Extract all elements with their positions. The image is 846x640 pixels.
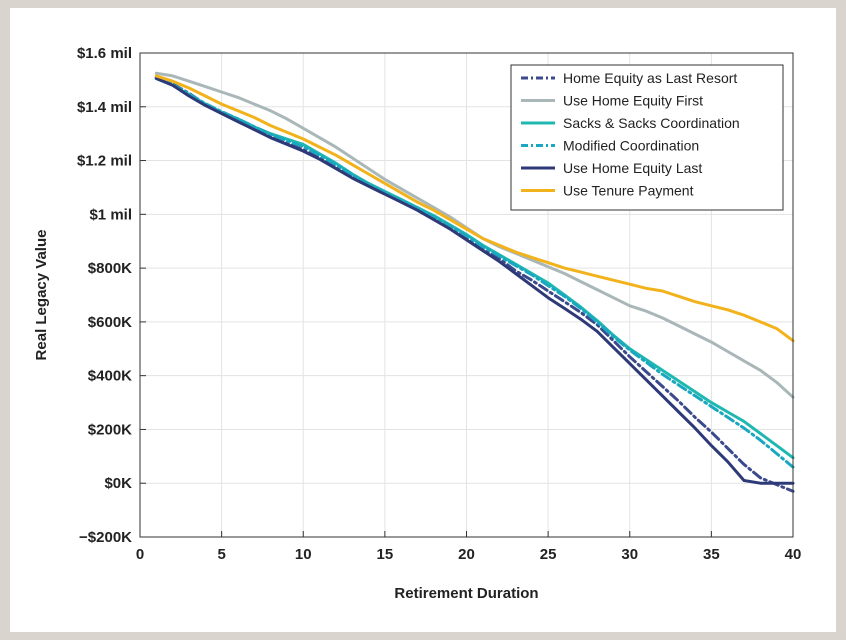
y-tick-label: $1.6 mil [77,45,132,62]
legend-box [510,64,784,211]
series-lines [154,71,795,493]
x-tick-label: 15 [377,546,394,563]
y-tick-label: −$200K [79,529,132,546]
plot-border [139,52,794,538]
x-tick-label: 10 [295,546,312,563]
x-tick-label: 20 [458,546,475,563]
chart-frame: 0 5 10 15 20 25 30 35 40 $1.6 mil $1.4 mil $1.2 mil… [10,8,836,632]
y-axis-title: Real Legacy Value [33,230,50,361]
x-axis-title: Retirement Duration [394,585,538,602]
x-tick-label: 40 [785,546,802,563]
legend-label: Use Home Equity First [563,93,703,109]
legend: Home Equity as Last Resort Use Home Equit… [510,64,784,211]
series-line-4 [154,76,795,469]
series-line-6 [154,74,795,343]
x-tick-label: 35 [703,546,720,563]
legend-label: Use Home Equity Last [563,160,702,176]
x-tick-label: 5 [217,546,225,563]
legend-label: Home Equity as Last Resort [563,70,737,86]
y-tick-label: $800K [88,260,132,277]
x-tick-label: 0 [136,546,144,563]
x-tick-label: 25 [540,546,557,563]
y-tick-label: $1 mil [89,206,132,223]
axis-ticks: 0 5 10 15 20 25 30 35 40 $1.6 mil $1.4 mil $1.2 mil… [77,45,801,563]
y-tick-label: $1.4 mil [77,99,132,116]
y-tick-label: $600K [88,314,132,331]
y-tick-label: $200K [88,421,132,438]
legend-label: Modified Coordination [563,138,699,154]
legend-label: Use Tenure Payment [563,183,694,199]
line-chart: 0 5 10 15 20 25 30 35 40 $1.6 mil $1.4 mil $1.2 mil… [33,45,801,602]
y-tick-label: $400K [88,368,132,385]
series-line-5 [154,77,795,485]
y-tick-label: $0K [104,475,132,492]
x-tick-label: 30 [621,546,638,563]
y-tick-label: $1.2 mil [77,153,132,170]
legend-label: Sacks & Sacks Coordination [563,115,740,131]
